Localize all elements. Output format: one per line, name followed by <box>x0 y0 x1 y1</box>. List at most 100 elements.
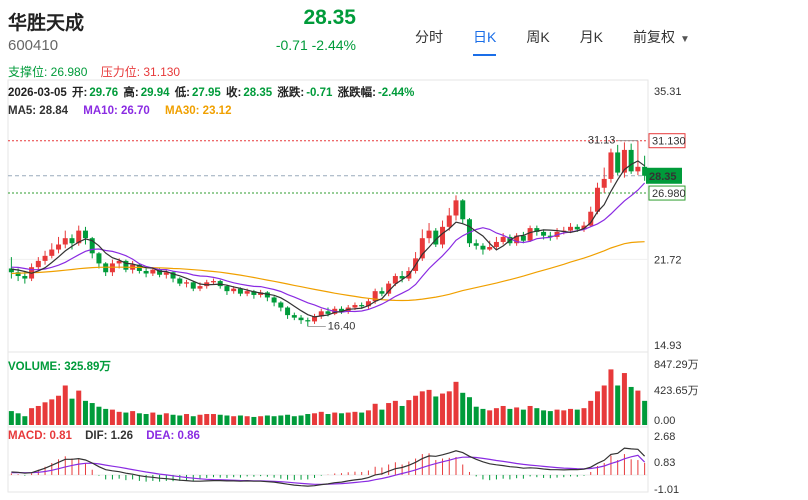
candle-body <box>42 255 48 261</box>
candle-body <box>399 276 405 279</box>
candle-body <box>190 282 196 289</box>
candle-body <box>305 320 311 322</box>
volume-bar <box>136 413 142 425</box>
volume-bar <box>581 408 587 425</box>
candle-body <box>244 291 250 294</box>
candle-body <box>184 282 190 284</box>
volume-bar <box>413 395 419 425</box>
volume-bar <box>22 416 28 425</box>
candle-body <box>588 211 594 226</box>
volume-bar <box>453 381 459 425</box>
candle-body <box>278 302 284 308</box>
candle-body <box>35 260 41 268</box>
last-price-tag-box <box>646 167 682 184</box>
candle-body <box>574 226 580 230</box>
high-marker-label: 31.13 <box>588 135 616 147</box>
candle-body <box>547 235 553 237</box>
candle-body <box>15 272 21 277</box>
volume-bar <box>109 409 115 425</box>
volume-bar <box>42 402 48 425</box>
high-label: 高: <box>123 87 139 99</box>
adjust-dropdown[interactable]: 前复权 ▼ <box>633 27 690 51</box>
volume-bar <box>305 414 311 425</box>
volume-bar <box>231 416 237 425</box>
volume-bar <box>493 408 499 425</box>
candle-body <box>440 226 446 245</box>
candle-body <box>231 288 237 292</box>
dea-value: DEA: 0.86 <box>146 430 200 442</box>
volume-bar <box>62 385 68 425</box>
candle-body <box>325 311 331 314</box>
volume-bar <box>615 385 621 425</box>
candle-body <box>601 178 607 188</box>
candle-body <box>379 291 385 294</box>
candle-body <box>419 238 425 259</box>
volume-bar <box>35 405 41 425</box>
volume-bar <box>426 389 432 425</box>
candle-body <box>527 228 533 241</box>
candle-body <box>460 200 466 220</box>
low-label: 低: <box>174 87 191 99</box>
volume-bar <box>258 416 264 425</box>
volume-bar <box>473 406 479 425</box>
candle-body <box>237 288 243 294</box>
tab-weekly-k[interactable]: 周K <box>526 29 550 45</box>
candle-body <box>473 243 479 246</box>
volume-bar <box>527 405 533 425</box>
ma10-legend: MA10: 26.70 <box>83 105 150 117</box>
candle-body <box>635 166 641 172</box>
volume-bar <box>541 410 547 425</box>
candle-body <box>62 238 68 245</box>
tab-intraday[interactable]: 分时 <box>415 29 443 45</box>
candle-body <box>150 269 156 274</box>
volume-bar <box>150 412 156 425</box>
tab-daily-k[interactable]: 日K <box>473 27 497 56</box>
volume-bar <box>224 415 230 425</box>
tab-monthly-k[interactable]: 月K <box>579 29 604 45</box>
volume-bar <box>561 410 567 425</box>
volume-bar <box>386 403 392 425</box>
pct-label: 涨跌幅: <box>337 87 376 99</box>
volume-tick-label: 847.29万 <box>654 359 699 371</box>
volume-bar <box>29 408 35 425</box>
volume-bar <box>204 414 210 425</box>
resistance-level: 压力位: 31.130 <box>100 65 181 79</box>
volume-bar <box>56 395 62 425</box>
candle-body <box>49 249 55 256</box>
volume-bar <box>285 414 291 425</box>
candle-body <box>109 263 115 273</box>
ma-legend: MA5: 28.84 MA10: 26.70 MA30: 23.12 <box>8 105 231 117</box>
period-tabs: 分时 日K 周K 月K 前复权 ▼ <box>415 27 720 56</box>
close-value: 28.35 <box>243 87 273 99</box>
volume-bar <box>103 408 109 425</box>
volume-bar <box>594 391 600 425</box>
volume-bar <box>278 415 284 425</box>
candle-body <box>170 272 176 279</box>
volume-bar <box>568 408 574 425</box>
candle-body <box>8 268 14 273</box>
volume-bar <box>177 415 183 425</box>
candle-body <box>520 235 526 241</box>
volume-bar <box>500 405 506 425</box>
candle-body <box>318 311 324 317</box>
volume-bar <box>217 414 223 425</box>
support-tag-label: 26.980 <box>652 188 686 200</box>
candle-body <box>291 315 297 318</box>
volume-bar <box>210 414 216 425</box>
volume-bar <box>406 400 412 425</box>
macd-tick-label: 2.68 <box>654 431 675 443</box>
candle-body <box>210 281 216 283</box>
volume-bar <box>96 406 102 425</box>
volume-bar <box>143 414 149 425</box>
volume-bar <box>365 410 371 425</box>
ma30-legend: MA30: 23.12 <box>164 105 232 117</box>
price-change: -0.71 -2.44% <box>275 37 356 53</box>
volume-tick-label: 423.65万 <box>654 385 699 397</box>
resistance-tag-box <box>648 133 686 149</box>
candle-body <box>123 260 129 270</box>
volume-bar <box>312 413 318 425</box>
candle-body <box>500 236 506 242</box>
low-value: 27.95 <box>192 87 221 99</box>
volume-bar <box>184 414 190 425</box>
